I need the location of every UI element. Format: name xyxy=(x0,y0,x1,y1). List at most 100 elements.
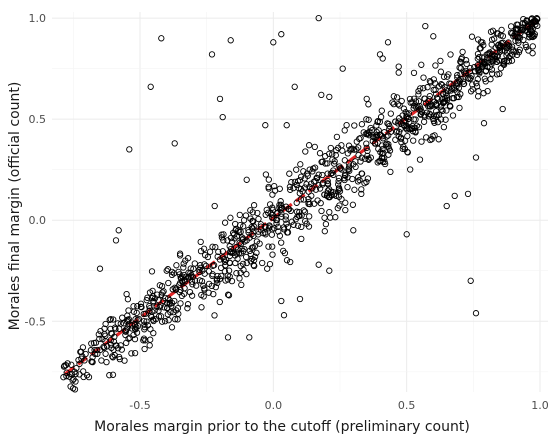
data-point xyxy=(456,104,463,112)
data-point xyxy=(342,199,349,206)
data-point xyxy=(489,27,497,34)
y-tick-label: 1.0 xyxy=(29,12,47,25)
data-point xyxy=(163,267,170,274)
data-point xyxy=(387,168,394,176)
data-point xyxy=(269,243,276,250)
data-point xyxy=(293,166,300,173)
data-point xyxy=(135,315,142,323)
data-point xyxy=(218,234,226,241)
data-point xyxy=(161,318,169,325)
data-point xyxy=(472,310,480,317)
data-point xyxy=(118,346,125,353)
data-point xyxy=(245,226,252,234)
data-point xyxy=(400,105,408,112)
data-point xyxy=(296,190,303,197)
data-point xyxy=(415,123,423,131)
data-point xyxy=(401,137,409,144)
data-point xyxy=(531,30,538,38)
data-point xyxy=(311,200,318,207)
data-point xyxy=(494,42,502,49)
data-point xyxy=(426,102,433,110)
data-point xyxy=(312,186,320,193)
data-point xyxy=(378,142,386,149)
data-point xyxy=(60,363,68,370)
data-point xyxy=(290,221,297,228)
data-point xyxy=(397,126,404,133)
data-point xyxy=(293,181,300,189)
data-point xyxy=(174,304,182,312)
data-point xyxy=(345,142,353,149)
data-point xyxy=(233,270,240,277)
data-point xyxy=(278,213,285,220)
data-point xyxy=(328,192,335,199)
data-point xyxy=(389,99,396,106)
data-point xyxy=(291,83,298,90)
data-point xyxy=(420,85,427,92)
data-point xyxy=(514,21,522,28)
data-point xyxy=(428,136,435,143)
data-point xyxy=(266,201,274,208)
data-point xyxy=(365,116,372,123)
data-point xyxy=(158,318,166,325)
data-point xyxy=(269,191,276,198)
data-point xyxy=(367,124,374,132)
y-tick-label: -0.5 xyxy=(25,315,46,328)
data-point xyxy=(151,295,159,302)
data-point xyxy=(200,245,208,252)
data-point xyxy=(509,46,516,53)
data-point xyxy=(392,118,399,125)
data-point xyxy=(168,271,176,279)
data-point xyxy=(327,214,334,221)
data-point xyxy=(302,148,309,155)
data-point xyxy=(326,93,333,101)
data-point xyxy=(220,231,227,238)
data-point xyxy=(117,320,124,327)
data-point xyxy=(265,185,272,192)
data-point xyxy=(123,290,130,298)
data-point xyxy=(433,90,440,98)
data-point xyxy=(237,221,244,229)
data-point xyxy=(142,337,149,344)
data-point xyxy=(281,226,288,233)
data-point xyxy=(445,71,452,78)
data-point xyxy=(331,160,338,167)
data-point xyxy=(280,312,288,319)
data-point xyxy=(179,279,186,286)
data-point xyxy=(432,62,439,69)
data-point xyxy=(438,81,445,88)
data-point xyxy=(335,181,342,188)
data-point xyxy=(265,243,272,250)
data-point xyxy=(367,154,374,161)
data-point xyxy=(239,260,247,268)
data-point xyxy=(395,69,402,76)
data-point xyxy=(352,163,359,171)
data-point xyxy=(249,255,256,262)
data-point xyxy=(417,111,424,118)
data-point xyxy=(478,58,486,65)
data-point xyxy=(338,166,345,173)
data-point xyxy=(257,223,265,230)
data-point xyxy=(425,113,432,120)
data-point xyxy=(489,70,496,77)
data-point xyxy=(75,356,82,364)
data-point xyxy=(96,265,104,272)
data-point xyxy=(523,17,530,24)
data-point xyxy=(426,92,433,100)
data-point xyxy=(224,272,231,279)
data-point xyxy=(476,45,483,52)
data-point xyxy=(327,144,334,152)
x-tick-label: 1.0 xyxy=(531,399,549,412)
data-point xyxy=(196,268,203,276)
data-point xyxy=(218,272,225,280)
data-point xyxy=(333,133,341,141)
data-point xyxy=(297,161,304,168)
data-point xyxy=(212,283,219,291)
data-point xyxy=(141,345,148,353)
data-point xyxy=(88,340,95,347)
data-point xyxy=(344,174,351,181)
data-point xyxy=(322,220,330,228)
data-point xyxy=(132,316,139,323)
data-point xyxy=(72,370,79,378)
data-point xyxy=(430,117,437,125)
data-point xyxy=(437,57,444,65)
